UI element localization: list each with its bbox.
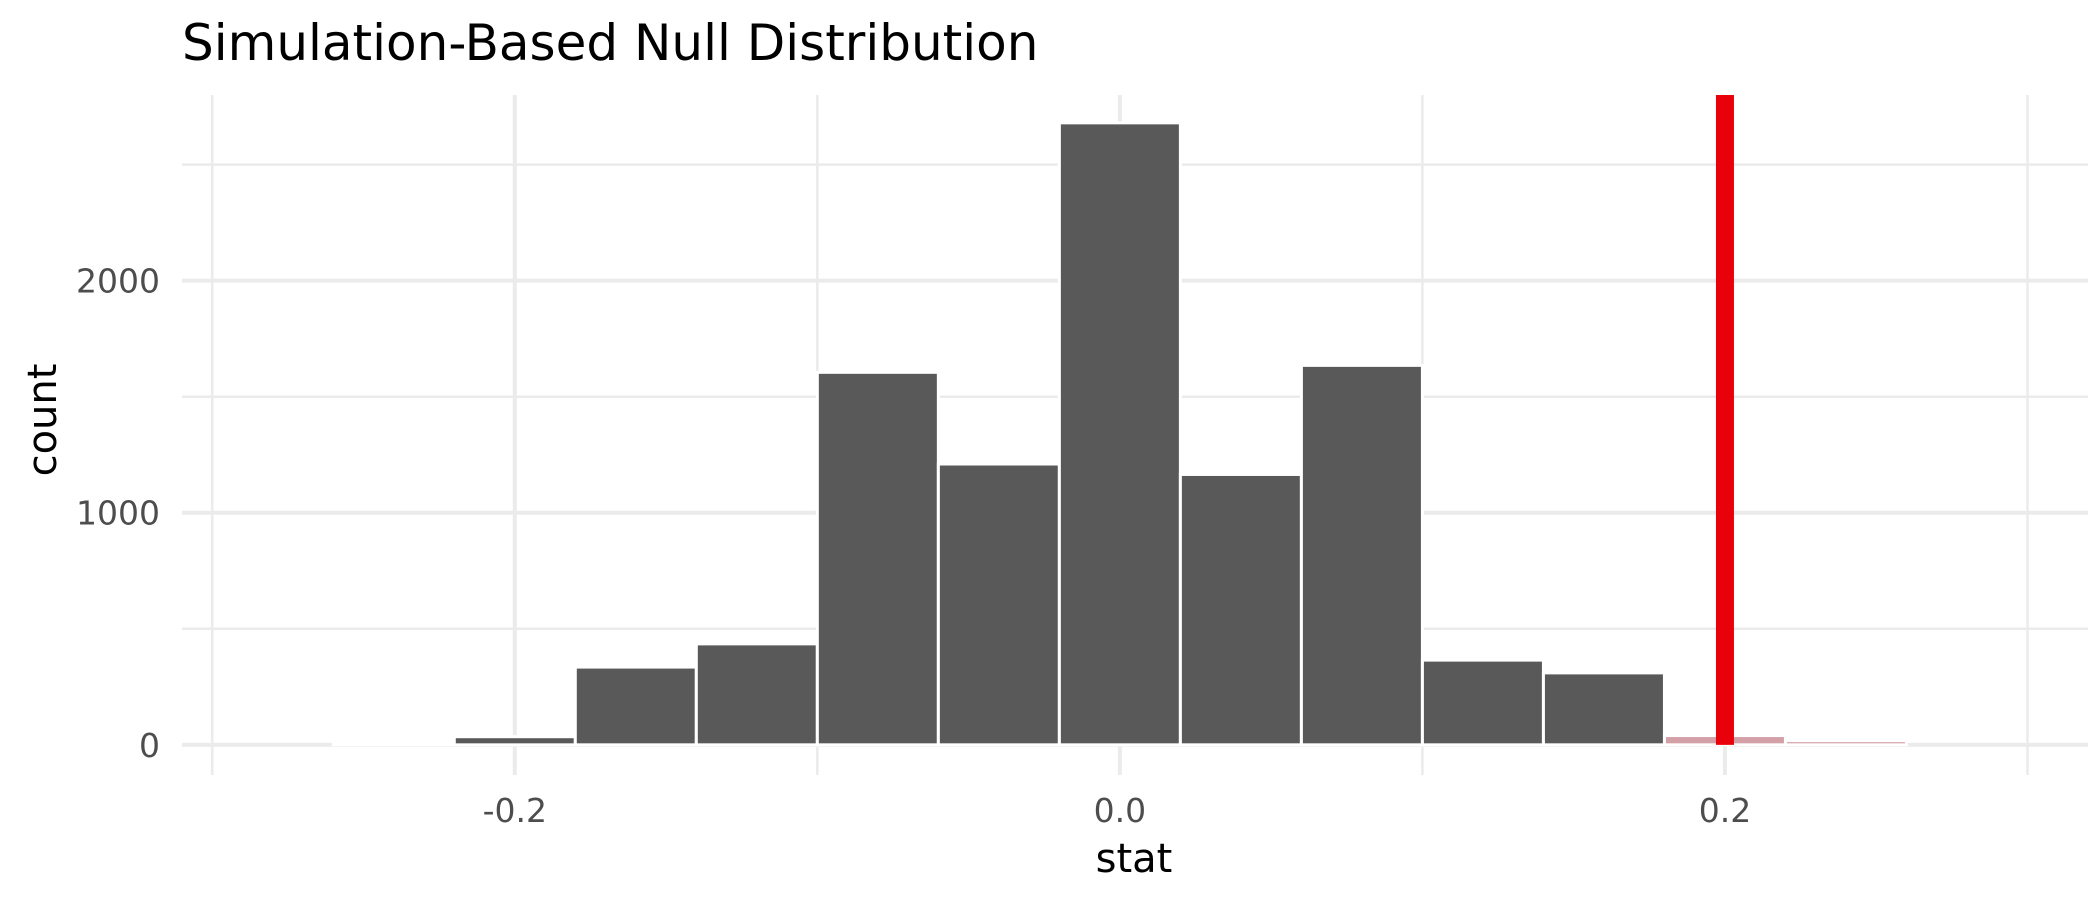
histogram-bar-8 [1299,363,1424,747]
histogram-bar-1 [452,735,577,747]
histogram-bar-3 [694,642,819,747]
x-tick-label-1: 0.0 [1094,791,1146,830]
histogram-bar-10 [1541,671,1666,747]
histogram-bars [331,121,1908,747]
x-tick-label-2: 0.2 [1699,791,1751,830]
y-axis-title: count [20,364,66,477]
histogram-bar-0 [331,741,456,747]
x-tick-label-0: -0.2 [483,791,547,830]
y-tick-label-2: 2000 [76,262,160,301]
histogram-bar-4 [815,370,940,747]
tick-labels: -0.2 0.0 0.2 0 1000 2000 [76,262,1751,830]
histogram-bar-7 [1178,472,1303,747]
chart-title: Simulation-Based Null Distribution [182,14,1038,72]
histogram-bar-9 [1420,658,1545,747]
histogram-bar-12 [1783,739,1908,747]
x-axis-title: stat [1096,836,1173,882]
histogram-bar-5 [936,462,1061,747]
histogram-bar-2 [573,665,698,747]
y-tick-label-1: 1000 [76,494,160,533]
y-tick-label-0: 0 [139,726,160,765]
histogram-bar-6 [1057,121,1182,747]
